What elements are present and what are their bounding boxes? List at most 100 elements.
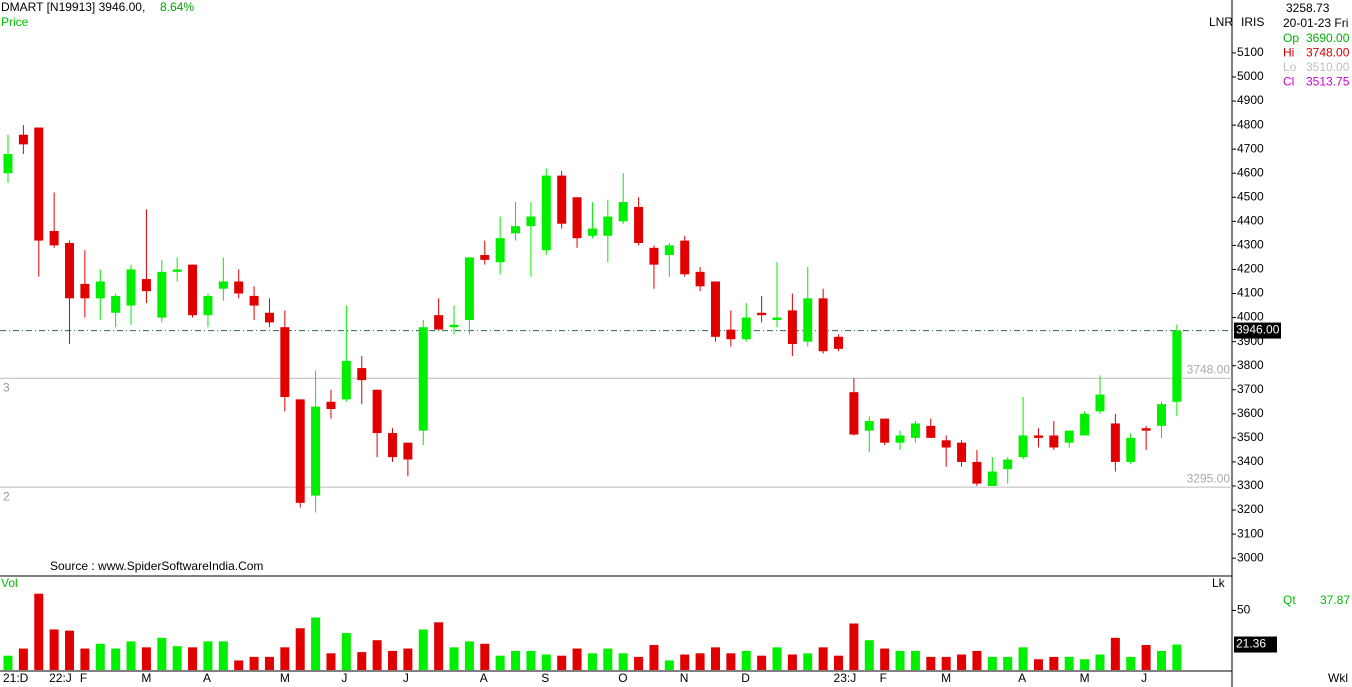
volume-bar — [511, 650, 521, 670]
volume-bar — [834, 655, 844, 670]
x-tick-label: M — [941, 671, 951, 685]
candle-body — [1018, 435, 1028, 458]
volume-bar — [1141, 644, 1151, 670]
y-tick-label: 3500 — [1237, 430, 1264, 444]
candle-body — [557, 175, 567, 224]
x-tick-label: M — [141, 671, 151, 685]
y-tick-label: 3200 — [1237, 502, 1264, 516]
volume-bar — [49, 629, 59, 670]
volume-bar — [234, 660, 244, 670]
candle-body — [249, 295, 259, 306]
qt-label: Qt — [1283, 593, 1296, 607]
vol-box-label: 21.36 — [1236, 637, 1266, 651]
candle-body — [695, 271, 705, 287]
info-value: 3513.75 — [1306, 75, 1350, 89]
candle-body — [126, 269, 136, 306]
volume-bar — [218, 641, 228, 670]
x-tick-label: M — [280, 671, 290, 685]
volume-bar — [541, 654, 551, 670]
candle-body — [957, 442, 967, 462]
vol-tick-label: 50 — [1237, 603, 1251, 617]
candle-body — [603, 216, 613, 236]
x-tick-label: O — [618, 671, 627, 685]
source: Source : www.SpiderSoftwareIndia.Com — [50, 559, 263, 573]
ref-tag: 3 — [3, 380, 10, 394]
info-last: 3258.73 — [1286, 1, 1330, 15]
volume-bar — [1033, 659, 1043, 670]
volume-bar — [787, 654, 797, 670]
candle-body — [834, 336, 844, 349]
y-tick-label: 4900 — [1237, 93, 1264, 107]
volume-bar — [664, 660, 674, 670]
volume-bar — [280, 647, 290, 670]
candle-body — [511, 226, 521, 234]
candle-body — [464, 257, 474, 320]
candle-body — [572, 197, 582, 239]
x-tick-label: J — [403, 671, 409, 685]
y-tick-label: 4500 — [1237, 189, 1264, 203]
candle-body — [65, 242, 75, 299]
volume-bar — [80, 648, 90, 670]
candle-body — [1080, 413, 1090, 436]
candle-body — [1049, 435, 1059, 448]
x-tick-label: D — [741, 671, 750, 685]
info-value: 3690.00 — [1306, 31, 1350, 45]
y-tick-label: 4200 — [1237, 262, 1264, 276]
y-tick-label: 3700 — [1237, 382, 1264, 396]
x-tick-label: N — [680, 671, 689, 685]
candle-body — [34, 127, 44, 241]
candle-body — [480, 255, 490, 260]
volume-bar — [326, 653, 336, 670]
volume-bar — [418, 629, 428, 670]
candle-body — [634, 206, 644, 243]
volume-bar — [741, 650, 751, 670]
x-tick-label: 21:D — [3, 671, 29, 685]
ref-label: 3748.00 — [1187, 362, 1231, 376]
candle-body — [418, 327, 428, 431]
x-tick-label: J — [341, 671, 347, 685]
volume-bar — [480, 643, 490, 670]
candle-body — [741, 317, 751, 340]
volume-bar — [803, 653, 813, 670]
candle-body — [772, 317, 782, 320]
candle-body — [818, 298, 828, 352]
candle-body — [1033, 435, 1043, 438]
y-tick-label: 4600 — [1237, 165, 1264, 179]
candle-body — [710, 281, 720, 337]
period: Wkl — [1328, 671, 1348, 685]
volume-bar — [157, 637, 167, 670]
tab[interactable]: LNR — [1209, 15, 1233, 29]
candle-body — [495, 238, 505, 263]
volume-bar — [1080, 659, 1090, 670]
change: 8.64% — [160, 0, 194, 14]
candle-body — [311, 406, 321, 496]
volume-bar — [972, 650, 982, 670]
candle-body — [1172, 330, 1182, 402]
info-label: Op — [1283, 31, 1299, 45]
vol-title: Vol — [1, 576, 18, 590]
y-tick-label: 4100 — [1237, 286, 1264, 300]
y-tick-label: 4300 — [1237, 238, 1264, 252]
candle-body — [403, 442, 413, 460]
volume-bar — [603, 648, 613, 670]
candle-body — [541, 175, 551, 251]
volume-bar — [957, 654, 967, 670]
volume-bar — [495, 655, 505, 670]
candle-body — [157, 271, 167, 318]
candle-body — [726, 329, 736, 340]
tab[interactable]: IRIS — [1241, 15, 1264, 29]
x-tick-label: A — [480, 671, 488, 685]
volume-bar — [311, 617, 321, 670]
volume-bar — [849, 623, 859, 670]
candle-body — [1064, 430, 1074, 443]
candle-body — [926, 425, 936, 438]
y-tick-label: 3400 — [1237, 454, 1264, 468]
candle-body — [234, 281, 244, 294]
volume-bar — [1157, 650, 1166, 670]
candle-body — [972, 461, 982, 484]
candle-body — [372, 389, 382, 434]
candle-body — [203, 295, 213, 316]
volume-bar — [1003, 656, 1013, 670]
x-tick-label: 22:J — [49, 671, 72, 685]
candle-body — [526, 216, 536, 227]
